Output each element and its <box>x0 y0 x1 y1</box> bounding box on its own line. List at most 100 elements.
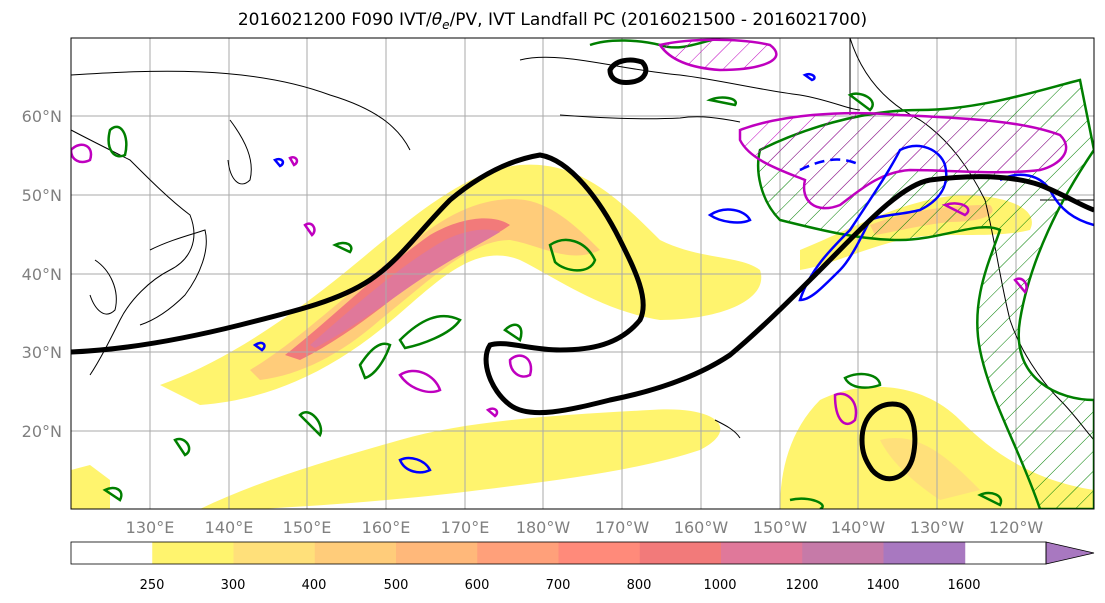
magenta-top <box>657 38 778 72</box>
blue-small3 <box>802 72 816 82</box>
green-left4 <box>173 437 191 457</box>
colorbar-cell <box>152 542 234 564</box>
pc-contour-main <box>71 152 1094 416</box>
green-mid <box>548 238 597 272</box>
lat-label-30: 30°N <box>22 343 62 362</box>
hawaii <box>714 419 741 439</box>
cb-tick-250: 250 <box>140 578 165 593</box>
longitude-labels: 130°E 140°E 150°E 160°E 170°E 180°W 170°… <box>126 518 1044 537</box>
magenta-misc2 <box>303 222 316 237</box>
colorbar-outline <box>70 541 1047 565</box>
lat-label-40: 40°N <box>22 265 62 284</box>
colorbar-cell <box>802 542 884 564</box>
lon-label-160w: 160°W <box>674 518 729 537</box>
cb-tick-600: 600 <box>465 578 490 593</box>
colorbar-cell <box>71 542 153 564</box>
ivt-band-max2 <box>310 229 500 348</box>
lon-label-130w: 130°W <box>910 518 965 537</box>
blue-small2 <box>272 158 285 168</box>
green-sw <box>102 486 123 502</box>
cb-tick-300: 300 <box>221 578 246 593</box>
magenta-south <box>833 392 858 426</box>
title-prefix: 2016021200 F090 IVT/ <box>237 10 432 30</box>
lon-label-120w: 120°W <box>989 518 1044 537</box>
kamchatka-coast <box>227 119 252 185</box>
lon-label-160e: 160°E <box>362 518 411 537</box>
japan-coast <box>139 229 207 326</box>
colorbar-cell <box>639 542 722 564</box>
colorbar-cell <box>396 542 478 564</box>
green-bot <box>789 497 824 509</box>
cb-tick-700: 700 <box>546 578 571 593</box>
green-east-south <box>843 372 882 389</box>
blue-small <box>252 341 266 352</box>
ivt-band-south2-core <box>880 438 980 500</box>
blue-south <box>398 456 432 474</box>
blue-dash <box>799 158 861 172</box>
latitude-labels: 60°N 50°N 40°N 30°N 20°N <box>22 107 62 441</box>
green-west <box>107 125 128 158</box>
green-misc3 <box>847 92 874 112</box>
lon-label-180w: 180°W <box>516 518 571 537</box>
title-theta-subscript: e <box>442 18 450 32</box>
green-bot2 <box>977 491 1003 507</box>
colorbar-cell <box>558 542 641 564</box>
cb-tick-400: 400 <box>302 578 327 593</box>
magenta-se <box>1013 277 1028 295</box>
magenta-big <box>738 111 1068 210</box>
colorbar: 250 300 400 500 600 700 800 1000 1200 14… <box>70 541 1095 593</box>
colorbar-cell <box>233 542 316 564</box>
pc-contour-small-north <box>607 57 649 85</box>
colorbar-extend-arrow <box>1045 541 1095 565</box>
magenta-left2 <box>398 369 442 394</box>
ivt-landfall-pc-contours <box>71 57 1094 482</box>
lat-label-50: 50°N <box>22 186 62 205</box>
green-misc2 <box>706 96 738 107</box>
cb-tick-1400: 1400 <box>866 578 899 593</box>
asia-coast <box>71 129 195 376</box>
magenta-misc4 <box>288 156 299 167</box>
cb-tick-1200: 1200 <box>785 578 818 593</box>
green-left3 <box>298 411 323 438</box>
cb-tick-500: 500 <box>384 578 409 593</box>
magenta-misc3 <box>485 407 499 418</box>
colorbar-tick-labels: 250 300 400 500 600 700 800 1000 1200 14… <box>140 578 981 593</box>
lon-label-150w: 150°W <box>753 518 808 537</box>
magenta-mid <box>508 354 533 378</box>
green-misc1 <box>332 241 353 254</box>
magenta-misc <box>941 202 970 217</box>
colorbar-cell <box>883 542 966 564</box>
cb-tick-1600: 1600 <box>947 578 980 593</box>
title-suffix: /PV, IVT Landfall PC (2016021500 - 20160… <box>449 10 868 30</box>
lon-label-170e: 170°E <box>441 518 490 537</box>
map-content <box>71 38 1094 509</box>
magenta-left1 <box>71 143 93 164</box>
graticule <box>71 38 1094 509</box>
lat-label-20: 20°N <box>22 422 62 441</box>
lon-label-170w: 170°W <box>595 518 650 537</box>
cb-tick-1000: 1000 <box>703 578 736 593</box>
ivt-band-sw <box>71 465 110 509</box>
map-border <box>70 37 1095 510</box>
colorbar-cells <box>71 542 966 564</box>
green-small <box>503 323 523 342</box>
ivt-band-south <box>200 409 721 509</box>
green-left1 <box>358 342 392 380</box>
pc-contour-small-south <box>859 401 918 482</box>
hatched-contours <box>71 38 1068 426</box>
alaska-coast <box>519 56 861 111</box>
colorbar-cell <box>721 542 803 564</box>
lon-label-140e: 140°E <box>205 518 254 537</box>
lat-label-60: 60°N <box>22 107 62 126</box>
map-title: 2016021200 F090 IVT/θe/PV, IVT Landfall … <box>0 10 1105 32</box>
title-theta: θ <box>431 10 443 30</box>
siberia-coast <box>71 70 411 151</box>
cb-tick-800: 800 <box>627 578 652 593</box>
colorbar-cell <box>314 542 397 564</box>
green-left2 <box>398 314 462 350</box>
colorbar-cell <box>477 542 559 564</box>
lon-label-150e: 150°E <box>283 518 332 537</box>
lon-label-140w: 140°W <box>831 518 886 537</box>
korea-coast <box>89 259 117 315</box>
